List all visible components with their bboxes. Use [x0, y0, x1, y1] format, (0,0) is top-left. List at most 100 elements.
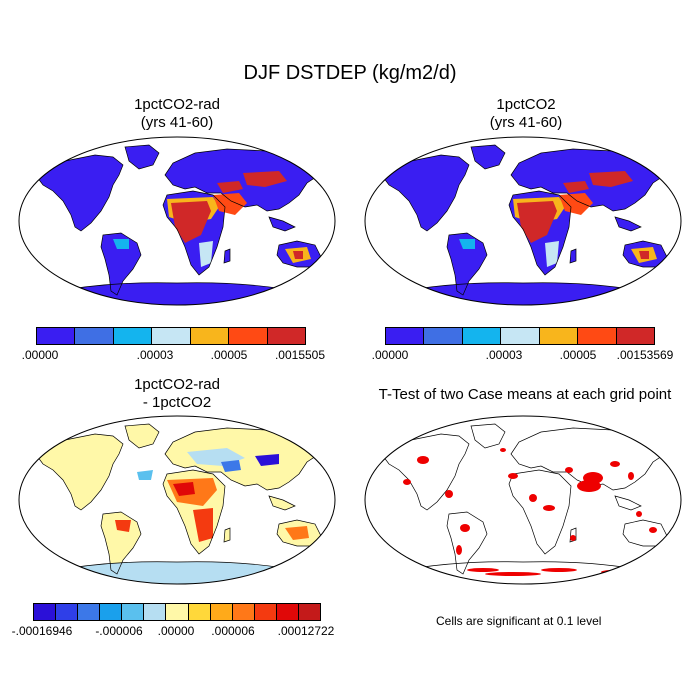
coastline-namerica — [382, 154, 470, 232]
significant-cell — [485, 572, 541, 576]
colorbar-tick-label: .000006 — [211, 624, 255, 638]
dust-core-sahara — [517, 201, 557, 243]
colorbar-tick-label: -.00016946 — [11, 624, 73, 638]
colorbar-swatch — [424, 328, 463, 344]
dust-core-central-asia — [243, 171, 287, 187]
panel-2-map — [364, 136, 682, 306]
coastline-namerica — [36, 154, 124, 232]
map-ocean — [365, 416, 681, 584]
colorbar-swatch — [37, 328, 76, 344]
figure-title: DJF DSTDEP (kg/m2/d) — [243, 62, 457, 84]
dust-core-sahara — [171, 201, 211, 243]
colorbar-tick-label: .00000 — [21, 348, 59, 362]
colorbar-swatch — [56, 604, 79, 620]
coastline-samerica — [446, 511, 488, 575]
land-samerica — [447, 233, 487, 295]
dust-core-middle-east — [563, 181, 589, 193]
coastline-seasia — [268, 495, 296, 511]
colorbar-swatch — [254, 604, 277, 620]
panel-2-title: 1pctCO2 (yrs 41-60) — [376, 96, 676, 132]
dust-region — [199, 241, 213, 267]
colorbar-swatch — [188, 604, 211, 620]
diff-region — [255, 454, 279, 466]
colorbar-tick-label: .00000 — [157, 624, 195, 638]
land-madagascar — [224, 528, 230, 542]
map-border — [18, 415, 336, 585]
coastline-greenland — [124, 144, 160, 170]
dust-core-middle-east — [217, 181, 243, 193]
colorbar-tick-label: .00000 — [371, 348, 409, 362]
panel-1-title: 1pctCO2-rad (yrs 41-60) — [27, 96, 327, 132]
land-madagascar — [570, 249, 576, 263]
map-border — [364, 136, 682, 306]
dust-core-central-asia — [589, 171, 633, 187]
land-samerica — [101, 233, 141, 295]
coastline-eurasia — [510, 427, 668, 491]
colorbar-tick-label: .00005 — [559, 348, 597, 362]
panel-3-title: 1pctCO2-rad - 1pctCO2 — [27, 376, 327, 412]
dust-region — [559, 193, 593, 215]
colorbar-swatch — [267, 328, 305, 344]
colorbar-swatch — [578, 328, 617, 344]
panel-3-title-line-1: 1pctCO2-rad — [134, 376, 220, 393]
dust-core-australia — [293, 251, 303, 259]
panel-1-colorbar — [36, 327, 306, 345]
colorbar-tick-label: .00003 — [485, 348, 523, 362]
colorbar-swatch — [462, 328, 502, 344]
colorbar-swatch — [75, 328, 114, 344]
colorbar-tick-label: .00005 — [210, 348, 248, 362]
coastline-madagascar — [569, 248, 577, 264]
panel-3-colorbar — [33, 603, 321, 621]
panel-4-title-line-1: T-Test of two Case means at each grid po… — [378, 386, 672, 403]
significant-cell — [529, 494, 537, 502]
significant-cell — [467, 568, 499, 572]
coastline-samerica — [100, 232, 142, 296]
colorbar-swatch — [386, 328, 425, 344]
coastline-eurasia — [510, 148, 668, 212]
significant-cell — [570, 535, 576, 541]
significant-cell — [445, 490, 453, 498]
diff-region — [193, 508, 213, 542]
coastline-africa — [162, 469, 226, 555]
land-eurasia — [165, 149, 321, 211]
coastline-africa — [508, 190, 572, 276]
land-greenland — [471, 145, 505, 169]
panel-1-title-line-2: (yrs 41-60) — [140, 114, 214, 131]
colorbar-tick-label: .0015505 — [274, 348, 326, 362]
dust-region — [459, 239, 475, 249]
significant-cell — [417, 456, 429, 464]
colorbar-tick-label: .00153569 — [616, 348, 674, 362]
colorbar-swatch — [501, 328, 540, 344]
diff-region — [221, 460, 241, 472]
colorbar-swatch — [100, 604, 123, 620]
panel-3-title-line-2: - 1pctCO2 — [142, 394, 212, 411]
coastline-madagascar — [223, 527, 231, 543]
significance-note: Cells are significant at 0.1 level — [436, 614, 602, 628]
dust-core-australia — [639, 251, 649, 259]
land-namerica — [37, 155, 123, 231]
colorbar-swatch — [144, 604, 167, 620]
panel-4-map — [364, 415, 682, 585]
panel-1-map — [18, 136, 336, 306]
colorbar-swatch — [210, 604, 233, 620]
coastline-greenland — [470, 144, 506, 170]
land-namerica — [37, 434, 123, 510]
map-border — [364, 415, 682, 585]
coastline-greenland — [124, 423, 160, 449]
significant-cell — [403, 479, 411, 485]
coastline-seasia — [268, 216, 296, 232]
dust-region — [113, 239, 129, 249]
panel-4-title: T-Test of two Case means at each grid po… — [350, 386, 700, 404]
significant-cell — [543, 505, 555, 511]
panel-3-map — [18, 415, 336, 585]
significant-cell — [636, 511, 642, 517]
panel-2-colorbar — [385, 327, 655, 345]
significant-cell — [649, 527, 657, 533]
land-greenland — [125, 145, 159, 169]
coastline-seasia — [614, 495, 642, 511]
colorbar-swatch — [229, 328, 268, 344]
colorbar-swatch — [122, 604, 145, 620]
coastline-namerica — [382, 433, 470, 511]
colorbar-tick-label: -.000006 — [95, 624, 143, 638]
significant-cell — [565, 467, 573, 473]
